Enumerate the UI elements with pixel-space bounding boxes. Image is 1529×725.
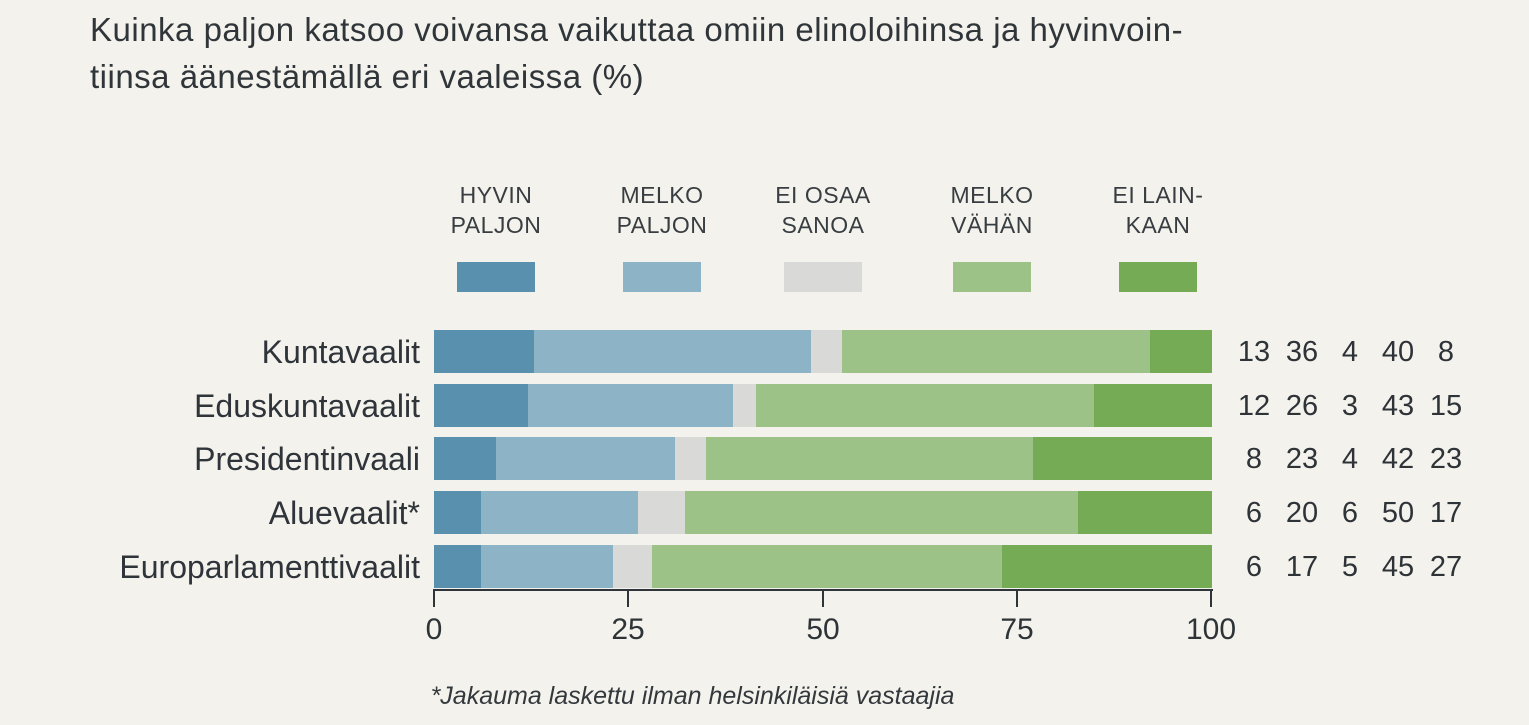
legend-item: EI OSAA SANOA — [733, 180, 913, 295]
value-label: 6 — [1245, 551, 1263, 583]
chart-title: Kuinka paljon katsoo voivansa vaikuttaa … — [90, 11, 1184, 95]
value-label: 8 — [1437, 336, 1455, 368]
value-label: 3 — [1341, 390, 1359, 422]
category-label: Kuntavaalit — [261, 334, 420, 370]
bar-row: Europarlamenttivaalit 6 17 5 45 27 — [0, 545, 1529, 588]
bar-segment-melko-paljon — [480, 545, 613, 588]
value-label: 6 — [1341, 497, 1359, 529]
bar-segment-hyvin-paljon — [434, 437, 497, 480]
value-label: 26 — [1285, 390, 1319, 422]
legend-item-label: MELKO VÄHÄN — [950, 182, 1034, 238]
bar-segment-ei-lainkaan — [1001, 545, 1213, 588]
bar-segment-ei-osaa-sanoa — [638, 491, 686, 534]
value-label: 17 — [1429, 497, 1463, 529]
bar-segment-melko-vähän — [651, 545, 1002, 588]
legend-item-label: EI OSAA SANOA — [775, 182, 871, 238]
bar-segment-ei-lainkaan — [1033, 437, 1212, 480]
axis-tick-label: 50 — [806, 613, 840, 646]
bar-segment-ei-osaa-sanoa — [811, 330, 843, 373]
value-label: 27 — [1429, 551, 1463, 583]
value-label: 12 — [1237, 390, 1271, 422]
value-label: 42 — [1381, 443, 1415, 475]
bar-segment-melko-vähän — [706, 437, 1034, 480]
value-label: 36 — [1285, 336, 1319, 368]
axis-tick — [822, 589, 824, 607]
axis-tick — [433, 589, 435, 607]
stacked-bar — [434, 491, 1212, 534]
bar-segment-melko-paljon — [534, 330, 812, 373]
legend-item: HYVIN PALJON — [406, 180, 586, 295]
bar-segment-melko-vähän — [756, 384, 1095, 427]
bar-row: Presidentinvaali 8 23 4 42 23 — [0, 437, 1529, 480]
legend-swatch — [953, 262, 1031, 292]
value-label: 50 — [1381, 497, 1415, 529]
axis-tick-label: 75 — [1000, 613, 1034, 646]
legend-item: MELKO PALJON — [572, 180, 752, 295]
value-labels: 12 26 3 43 15 — [1230, 384, 1470, 427]
category-label: Europarlamenttivaalit — [119, 549, 420, 585]
value-label: 13 — [1237, 336, 1271, 368]
stacked-bar — [434, 545, 1213, 588]
value-label: 45 — [1381, 551, 1415, 583]
bar-row: Eduskuntavaalit 12 26 3 43 15 — [0, 384, 1529, 427]
legend-swatch — [457, 262, 535, 292]
value-label: 23 — [1285, 443, 1319, 475]
value-label: 40 — [1381, 336, 1415, 368]
bar-segment-ei-osaa-sanoa — [612, 545, 652, 588]
value-label: 15 — [1429, 390, 1463, 422]
value-label: 20 — [1285, 497, 1319, 529]
stacked-bar — [434, 330, 1213, 373]
bar-segment-hyvin-paljon — [434, 491, 482, 534]
axis-tick-label: 100 — [1185, 613, 1237, 646]
bar-segment-melko-vähän — [842, 330, 1151, 373]
value-label: 4 — [1341, 443, 1359, 475]
bar-segment-ei-lainkaan — [1094, 384, 1212, 427]
value-label: 5 — [1341, 551, 1359, 583]
bar-row: Kuntavaalit 13 36 4 40 8 — [0, 330, 1529, 373]
legend-item-label: HYVIN PALJON — [450, 182, 542, 238]
bar-segment-hyvin-paljon — [434, 330, 535, 373]
bar-segment-ei-lainkaan — [1078, 491, 1212, 534]
footnote: *Jakauma laskettu ilman helsinkiläisiä v… — [430, 682, 955, 710]
bar-segment-melko-paljon — [481, 491, 639, 534]
value-label: 23 — [1429, 443, 1463, 475]
legend-swatch — [623, 262, 701, 292]
value-labels: 13 36 4 40 8 — [1230, 330, 1470, 373]
axis-tick — [1210, 589, 1212, 607]
value-labels: 8 23 4 42 23 — [1230, 437, 1470, 480]
legend-item-label: MELKO PALJON — [616, 182, 708, 238]
bar-segment-ei-osaa-sanoa — [732, 384, 757, 427]
value-label: 43 — [1381, 390, 1415, 422]
category-label: Eduskuntavaalit — [194, 388, 420, 424]
stacked-bar — [434, 437, 1212, 480]
bar-segment-ei-lainkaan — [1150, 330, 1213, 373]
legend-swatch — [784, 262, 862, 292]
bar-segment-hyvin-paljon — [434, 384, 529, 427]
value-label: 6 — [1245, 497, 1263, 529]
value-label: 8 — [1245, 443, 1263, 475]
legend-item: MELKO VÄHÄN — [902, 180, 1082, 295]
bar-row: Aluevaalit* 6 20 6 50 17 — [0, 491, 1529, 534]
bar-segment-melko-paljon — [496, 437, 676, 480]
legend-swatch — [1119, 262, 1197, 292]
legend-item-label: EI LAIN- KAAN — [1112, 182, 1204, 238]
value-label: 17 — [1285, 551, 1319, 583]
axis-tick — [627, 589, 629, 607]
bar-segment-ei-osaa-sanoa — [675, 437, 707, 480]
legend-item: EI LAIN- KAAN — [1068, 180, 1248, 295]
axis-tick-label: 25 — [611, 613, 645, 646]
bar-segment-melko-paljon — [528, 384, 733, 427]
value-labels: 6 17 5 45 27 — [1230, 545, 1470, 588]
axis-tick — [1016, 589, 1018, 607]
bar-segment-melko-vähän — [685, 491, 1079, 534]
stacked-bar — [434, 384, 1212, 427]
category-label: Presidentinvaali — [194, 441, 420, 477]
bar-segment-hyvin-paljon — [434, 545, 481, 588]
axis-tick-label: 0 — [425, 613, 443, 646]
category-label: Aluevaalit* — [268, 495, 420, 531]
value-labels: 6 20 6 50 17 — [1230, 491, 1470, 534]
value-label: 4 — [1341, 336, 1359, 368]
